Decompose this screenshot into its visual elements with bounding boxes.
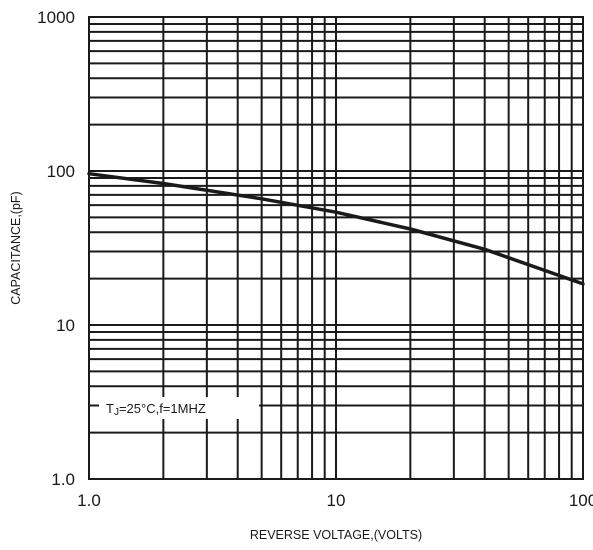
capacitance-curve (87, 171, 585, 286)
plot-frame (88, 16, 584, 480)
y-tick-label: 1.0 (51, 470, 75, 489)
series-layer (87, 171, 585, 286)
annotation-background (99, 397, 259, 419)
annotation-text: TJ=25°C,f=1MHZ (106, 401, 206, 418)
y-tick-label: 100 (47, 162, 75, 181)
y-tick-label: 1000 (37, 8, 75, 27)
x-tick-label: 1.0 (77, 491, 101, 510)
y-tick-labels: 1.0 10 100 1000 (37, 8, 75, 489)
x-tick-labels: 1.0 10 100 (77, 491, 593, 510)
annotation-prefix: T (106, 401, 114, 416)
x-tick-label: 10 (327, 491, 346, 510)
annotation-subscript: J (114, 407, 119, 418)
y-tick-label: 10 (56, 316, 75, 335)
grid-lines (89, 17, 583, 479)
test-condition-annotation: TJ=25°C,f=1MHZ (99, 397, 259, 419)
y-axis-title: CAPACITANCE,(pF) (9, 191, 23, 304)
x-axis-title: REVERSE VOLTAGE,(VOLTS) (250, 528, 422, 542)
x-tick-label: 100 (569, 491, 593, 510)
annotation-suffix: =25°C,f=1MHZ (119, 401, 206, 416)
